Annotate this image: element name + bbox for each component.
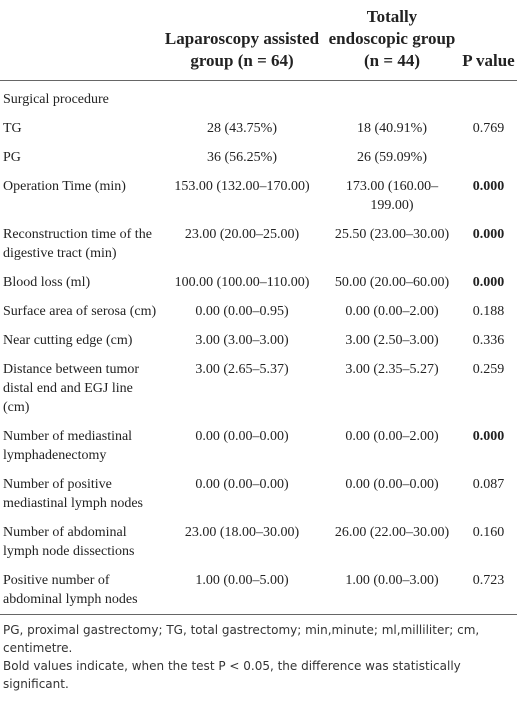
table-row: Blood loss (ml) 100.00 (100.00–110.00) 50.…: [0, 268, 517, 297]
cell: 0.259: [472, 361, 505, 377]
header-cell: P value: [462, 50, 515, 70]
header-cell: [0, 0, 160, 80]
cell: 25.50 (23.00–30.00): [334, 226, 450, 242]
cell: 0.00 (0.00–2.00): [345, 428, 439, 444]
cell: 173.00 (160.00–199.00): [345, 178, 439, 213]
cell: [460, 143, 517, 172]
table-row: Number of abdominal lymph node dissectio…: [0, 518, 517, 566]
table-row: TG 28 (43.75%) 18 (40.91%) 0.769: [0, 114, 517, 143]
cell: 3.00 (2.50–3.00): [345, 332, 439, 348]
header-cell: Laparoscopy assisted group (n = 64): [164, 28, 320, 70]
cell: 0.000: [472, 274, 505, 290]
header-row: Laparoscopy assisted group (n = 64) Tota…: [0, 0, 517, 80]
header-cell: Totally endoscopic group (n = 44): [328, 6, 456, 70]
cell: 153.00 (132.00–170.00): [174, 178, 310, 194]
table-body: Surgical procedure TG 28 (43.75%) 18 (40.91…: [0, 80, 517, 614]
cell: 1.00 (0.00–5.00): [195, 572, 289, 588]
row-label: Blood loss (ml): [3, 274, 91, 290]
cell: 3.00 (2.35–5.27): [345, 361, 439, 377]
table-row: Number of mediastinal lymphadenectomy 0.0…: [0, 422, 517, 470]
cell: 0.160: [472, 524, 505, 540]
cell: 0.00 (0.00–0.00): [195, 428, 289, 444]
cell: 28 (43.75%): [207, 120, 277, 136]
footnotes: PG, proximal gastrectomy; TG, total gast…: [0, 615, 517, 693]
cell: 0.000: [472, 178, 505, 194]
table-row: Positive number of abdominal lymph nodes…: [0, 566, 517, 615]
cell: 1.00 (0.00–3.00): [345, 572, 439, 588]
cell: 0.00 (0.00–0.00): [195, 476, 289, 492]
row-label: TG: [3, 120, 22, 136]
cell: [460, 80, 517, 114]
row-label: Near cutting edge (cm): [3, 332, 133, 348]
footnote: PG, proximal gastrectomy; TG, total gast…: [3, 622, 480, 655]
cell: 18 (40.91%): [357, 120, 427, 136]
cell: 0.00 (0.00–0.95): [195, 303, 289, 319]
footnote: Bold values indicate, when the test P < …: [3, 658, 461, 691]
table-row: Surface area of serosa (cm) 0.00 (0.00–0.…: [0, 297, 517, 326]
cell: 23.00 (20.00–25.00): [184, 226, 300, 242]
cell: 50.00 (20.00–60.00): [334, 274, 450, 290]
table-header: Laparoscopy assisted group (n = 64) Tota…: [0, 0, 517, 80]
row-label: Number of mediastinal lymphadenectomy: [3, 428, 133, 463]
table-row: Distance between tumor distal end and EG…: [0, 355, 517, 422]
cell: 23.00 (18.00–30.00): [184, 524, 300, 540]
table-row: Number of positive mediastinal lymph nod…: [0, 470, 517, 518]
cell: 26.00 (22.00–30.00): [334, 524, 450, 540]
cell: 0.000: [472, 428, 505, 444]
row-label: Positive number of abdominal lymph nodes: [3, 572, 138, 607]
cell: 0.087: [472, 476, 505, 492]
cell: [160, 80, 324, 114]
row-label: Number of abdominal lymph node dissectio…: [3, 524, 135, 559]
table-row: PG 36 (56.25%) 26 (59.09%): [0, 143, 517, 172]
cell: 0.00 (0.00–0.00): [345, 476, 439, 492]
cell: 0.00 (0.00–2.00): [345, 303, 439, 319]
table-row: Near cutting edge (cm) 3.00 (3.00–3.00) 3.…: [0, 326, 517, 355]
cell: 100.00 (100.00–110.00): [174, 274, 310, 290]
row-label: Surface area of serosa (cm): [3, 303, 157, 319]
row-label: Surgical procedure: [3, 91, 109, 107]
row-label: Distance between tumor distal end and EG…: [3, 361, 140, 415]
table-row: Surgical procedure: [0, 80, 517, 114]
cell: 3.00 (2.65–5.37): [195, 361, 289, 377]
row-label: Operation Time (min): [3, 178, 126, 194]
table-row: Reconstruction time of the digestive tra…: [0, 220, 517, 268]
row-label: Number of positive mediastinal lymph nod…: [3, 476, 143, 511]
cell: 0.336: [472, 332, 505, 348]
table-row: Operation Time (min) 153.00 (132.00–170.0…: [0, 172, 517, 220]
cell: 36 (56.25%): [207, 149, 277, 165]
cell: [324, 80, 460, 114]
cell: 0.723: [472, 572, 505, 588]
cell: 26 (59.09%): [357, 149, 427, 165]
results-table: Laparoscopy assisted group (n = 64) Tota…: [0, 0, 517, 614]
cell: 0.000: [472, 226, 505, 242]
cell: 0.769: [472, 120, 505, 136]
cell: 0.188: [472, 303, 505, 319]
row-label: Reconstruction time of the digestive tra…: [3, 226, 152, 261]
cell: 3.00 (3.00–3.00): [195, 332, 289, 348]
row-label: PG: [3, 149, 21, 165]
